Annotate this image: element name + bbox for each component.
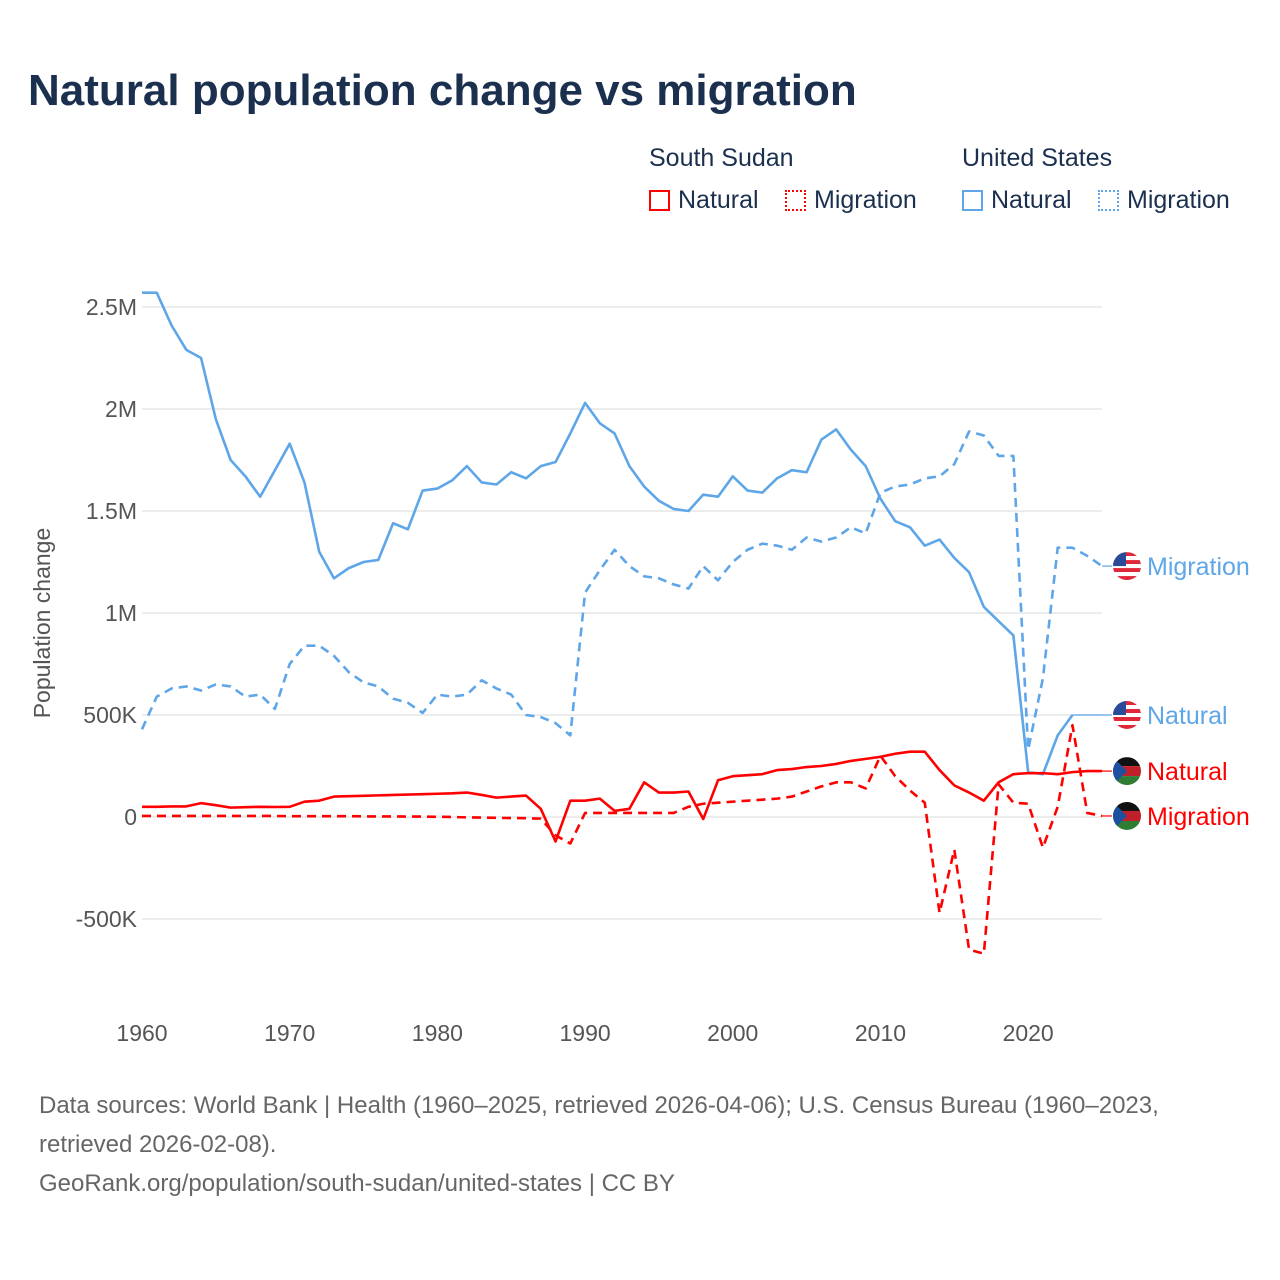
flag-stripe (1113, 709, 1141, 713)
flag-stripe (1113, 560, 1141, 565)
legend-label: Natural (991, 186, 1072, 214)
legend-item-south-sudan-natural[interactable]: Natural (649, 186, 759, 215)
legend-group-united-states: United States (962, 144, 1113, 172)
series-line-united-states-natural (142, 291, 1074, 776)
legend-group-south-sudan: South Sudan (649, 144, 794, 172)
x-tick-label: 1980 (412, 1020, 463, 1046)
end-label: Natural (1147, 702, 1228, 730)
y-tick-label: 0 (124, 804, 137, 830)
flag-stripe (1113, 556, 1141, 561)
flag-stripe (1113, 820, 1141, 830)
flag-stripe (1113, 701, 1141, 705)
x-tick-label: 1960 (116, 1020, 167, 1046)
y-axis-label: Population change (29, 528, 55, 719)
y-tick-label: 2M (105, 396, 137, 422)
credit-link[interactable]: GeoRank.org/population/south-sudan/unite… (39, 1170, 675, 1197)
y-tick-label: -500K (76, 906, 138, 932)
series-line-south-sudan-migration (142, 723, 1103, 955)
flag-body (1113, 552, 1141, 581)
x-tick-label: 1990 (559, 1020, 610, 1046)
flag-body (1113, 757, 1141, 786)
x-tick-label: 2000 (707, 1020, 758, 1046)
y-tick-label: 500K (83, 702, 137, 728)
legend-label: Migration (1127, 186, 1230, 214)
series-line-south-sudan-natural (142, 750, 1102, 843)
flag-stripe (1113, 725, 1141, 729)
south-sudan-flag-icon (1113, 757, 1141, 786)
flag-stripe (1113, 757, 1141, 767)
flag-triangle (1113, 757, 1127, 786)
flag-stripe (1113, 776, 1141, 786)
flag-stripe (1113, 717, 1141, 721)
flag-canton (1113, 552, 1126, 567)
y-tick-label: 1M (105, 600, 137, 626)
flag-stripe (1113, 572, 1141, 577)
x-tick-label: 2020 (1003, 1020, 1054, 1046)
us-flag-icon (1113, 552, 1141, 581)
flag-stripe (1113, 721, 1141, 725)
flag-canton (1113, 701, 1126, 715)
flag-stripe (1113, 568, 1141, 573)
us-flag-icon (1113, 701, 1141, 729)
x-tick-label: 2010 (855, 1020, 906, 1046)
end-label: Migration (1147, 553, 1250, 581)
flag-stripe (1113, 576, 1141, 581)
flag-stripe (1113, 564, 1141, 569)
y-tick-label: 1.5M (86, 498, 137, 524)
legend-item-united-states-natural[interactable]: Natural (962, 186, 1072, 215)
footer: Data sources: World Bank | Health (1960–… (39, 1086, 1249, 1203)
south-sudan-flag-icon (1113, 801, 1141, 830)
series-line-united-states-migration (140, 430, 1103, 751)
legend-item-united-states-migration[interactable]: Migration (1098, 186, 1230, 215)
end-label: Migration (1147, 803, 1250, 831)
legend-item-south-sudan-migration[interactable]: Migration (785, 186, 917, 215)
flag-body (1113, 801, 1141, 830)
legend-swatch-solid (649, 190, 670, 211)
end-label: Natural (1147, 758, 1228, 786)
legend-label: Natural (678, 186, 759, 214)
legend-swatch-solid (962, 190, 983, 211)
legend-label: Migration (814, 186, 917, 214)
x-tick-label: 1970 (264, 1020, 315, 1046)
flag-stripe (1113, 705, 1141, 709)
flag-triangle (1113, 801, 1127, 830)
flag-stripe (1113, 552, 1141, 557)
chart-title: Natural population change vs migration (28, 66, 857, 115)
flag-stripe (1113, 713, 1141, 717)
data-sources: Data sources: World Bank | Health (1960–… (39, 1092, 1159, 1158)
flag-stripe (1113, 801, 1141, 811)
y-tick-label: 2.5M (86, 294, 137, 320)
legend-swatch-dotted (1098, 190, 1119, 211)
legend-swatch-dotted (785, 190, 806, 211)
flag-body (1113, 701, 1141, 729)
